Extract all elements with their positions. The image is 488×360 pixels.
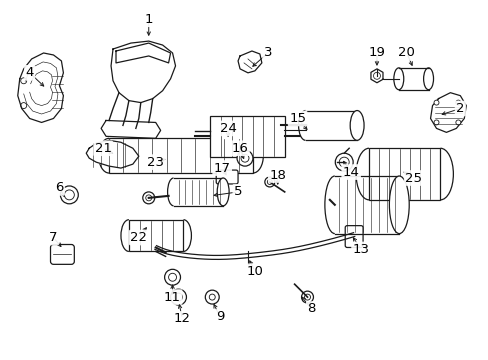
Circle shape xyxy=(433,120,438,125)
Polygon shape xyxy=(429,93,466,132)
Text: 12: 12 xyxy=(174,312,191,325)
Ellipse shape xyxy=(388,176,408,234)
Circle shape xyxy=(237,150,252,166)
Polygon shape xyxy=(116,43,170,63)
Text: 15: 15 xyxy=(288,112,305,125)
Text: 7: 7 xyxy=(49,231,58,244)
Text: 6: 6 xyxy=(55,181,63,194)
Text: 5: 5 xyxy=(233,185,242,198)
Bar xyxy=(210,116,284,157)
Text: 1: 1 xyxy=(144,13,153,26)
Text: 2: 2 xyxy=(455,102,464,115)
Text: 11: 11 xyxy=(163,291,181,303)
Bar xyxy=(368,148,440,200)
Polygon shape xyxy=(238,51,262,73)
Ellipse shape xyxy=(393,68,403,90)
FancyBboxPatch shape xyxy=(345,226,362,247)
Text: 16: 16 xyxy=(231,142,248,155)
Text: 21: 21 xyxy=(94,142,111,155)
Circle shape xyxy=(164,269,180,285)
Circle shape xyxy=(209,294,215,300)
Circle shape xyxy=(335,153,352,171)
Text: 25: 25 xyxy=(405,171,421,185)
Circle shape xyxy=(168,273,176,281)
Text: 17: 17 xyxy=(213,162,230,175)
Text: 22: 22 xyxy=(130,231,147,244)
Circle shape xyxy=(205,290,219,304)
Text: 4: 4 xyxy=(25,66,34,79)
Text: 24: 24 xyxy=(219,122,236,135)
Text: 23: 23 xyxy=(147,156,164,168)
Polygon shape xyxy=(101,121,161,138)
Circle shape xyxy=(20,103,27,109)
Ellipse shape xyxy=(217,178,229,206)
Circle shape xyxy=(145,195,151,201)
FancyBboxPatch shape xyxy=(50,244,74,264)
Circle shape xyxy=(241,154,248,162)
Bar xyxy=(109,138,252,173)
Circle shape xyxy=(64,190,74,200)
Circle shape xyxy=(20,78,27,84)
Bar xyxy=(129,220,183,251)
Circle shape xyxy=(142,192,154,204)
Circle shape xyxy=(267,180,272,184)
Circle shape xyxy=(264,177,274,187)
Ellipse shape xyxy=(423,68,433,90)
Circle shape xyxy=(455,100,460,105)
FancyBboxPatch shape xyxy=(216,170,238,184)
Circle shape xyxy=(373,72,380,79)
Circle shape xyxy=(433,100,438,105)
Circle shape xyxy=(339,157,348,167)
Text: 18: 18 xyxy=(269,168,285,181)
Text: 3: 3 xyxy=(263,46,271,59)
Circle shape xyxy=(170,289,186,305)
Circle shape xyxy=(174,293,182,301)
Text: 19: 19 xyxy=(368,46,385,59)
Ellipse shape xyxy=(349,111,364,140)
Polygon shape xyxy=(111,41,175,103)
Text: 10: 10 xyxy=(246,265,263,278)
Circle shape xyxy=(304,294,310,300)
Text: 9: 9 xyxy=(216,310,224,323)
Text: 13: 13 xyxy=(352,243,369,256)
Polygon shape xyxy=(86,140,139,168)
Text: 14: 14 xyxy=(342,166,359,179)
Circle shape xyxy=(455,120,460,125)
Circle shape xyxy=(61,186,78,204)
Circle shape xyxy=(301,291,313,303)
Text: 8: 8 xyxy=(306,302,315,315)
Text: 20: 20 xyxy=(398,46,414,59)
